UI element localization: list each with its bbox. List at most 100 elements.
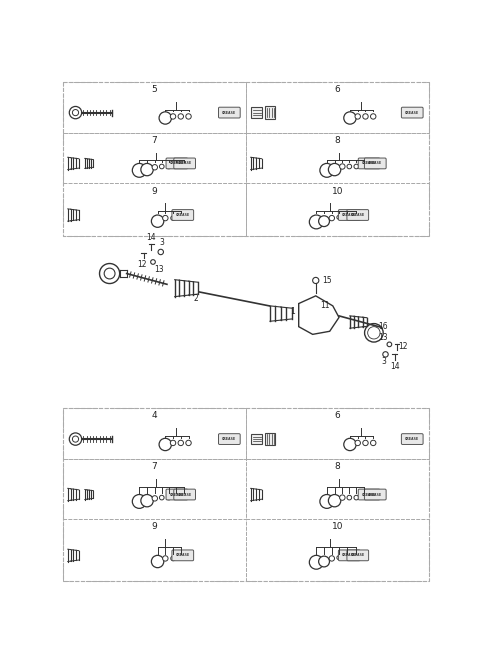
Circle shape [151, 260, 156, 264]
Text: 10: 10 [332, 522, 343, 531]
Bar [63, 408, 246, 459]
Circle shape [163, 215, 168, 221]
Circle shape [178, 113, 183, 119]
Circle shape [309, 556, 324, 569]
Text: GREASE: GREASE [176, 554, 190, 558]
Circle shape [151, 215, 164, 228]
Text: 3: 3 [382, 357, 386, 365]
Text: GREASE: GREASE [178, 161, 192, 165]
Bar [63, 82, 246, 133]
Circle shape [309, 215, 324, 229]
FancyBboxPatch shape [364, 489, 386, 500]
Text: 3: 3 [160, 237, 165, 247]
Bar [63, 408, 429, 581]
Circle shape [186, 440, 191, 445]
Circle shape [319, 556, 329, 567]
Circle shape [344, 112, 356, 124]
Bar [246, 184, 429, 236]
Bar [63, 459, 246, 519]
Circle shape [141, 163, 153, 176]
FancyBboxPatch shape [364, 158, 386, 169]
Circle shape [99, 264, 120, 283]
Circle shape [72, 110, 79, 115]
FancyBboxPatch shape [358, 158, 380, 169]
FancyBboxPatch shape [338, 210, 360, 220]
Text: 8: 8 [335, 462, 340, 471]
Text: 1: 1 [290, 307, 295, 316]
Bar [265, 433, 275, 445]
Circle shape [320, 495, 334, 508]
Text: GREASE: GREASE [405, 111, 420, 115]
Text: 13: 13 [155, 265, 164, 274]
Text: 4: 4 [152, 411, 157, 420]
Circle shape [159, 495, 164, 500]
Circle shape [340, 495, 345, 501]
FancyBboxPatch shape [218, 107, 240, 118]
Text: GREASE: GREASE [362, 493, 376, 497]
FancyBboxPatch shape [358, 489, 380, 500]
Text: GREASE: GREASE [368, 493, 383, 497]
Circle shape [159, 438, 171, 451]
FancyBboxPatch shape [174, 158, 195, 169]
Circle shape [371, 440, 376, 445]
FancyBboxPatch shape [401, 107, 423, 118]
Circle shape [132, 495, 146, 508]
FancyBboxPatch shape [172, 210, 193, 220]
Bar [246, 133, 429, 184]
Text: 8: 8 [335, 136, 340, 145]
Text: GREASE: GREASE [342, 554, 356, 558]
Bar [252, 434, 262, 445]
Circle shape [171, 216, 175, 220]
Text: 10: 10 [332, 187, 343, 195]
Text: GREASE: GREASE [351, 554, 365, 558]
Circle shape [340, 164, 345, 169]
Text: 13: 13 [378, 333, 388, 342]
Text: GREASE: GREASE [222, 111, 237, 115]
Bar [63, 82, 429, 236]
FancyBboxPatch shape [347, 550, 369, 561]
Circle shape [383, 352, 388, 357]
Circle shape [337, 215, 341, 219]
Circle shape [368, 327, 380, 339]
Circle shape [167, 164, 171, 169]
Text: 5: 5 [152, 85, 157, 94]
Text: 7: 7 [152, 136, 157, 145]
Text: GREASE: GREASE [362, 161, 376, 165]
Bar [246, 82, 429, 133]
Circle shape [347, 164, 352, 169]
FancyBboxPatch shape [166, 158, 188, 169]
Text: 14: 14 [390, 362, 400, 371]
Circle shape [69, 106, 82, 119]
Text: 7: 7 [152, 462, 157, 471]
Text: GREASE: GREASE [170, 493, 184, 497]
Circle shape [344, 438, 356, 451]
Circle shape [151, 556, 164, 567]
Bar [246, 459, 429, 519]
Circle shape [328, 163, 341, 176]
Circle shape [365, 323, 383, 342]
Text: GREASE: GREASE [170, 161, 184, 165]
Circle shape [186, 113, 191, 119]
FancyBboxPatch shape [347, 210, 369, 220]
Circle shape [159, 112, 171, 124]
Text: GREASE: GREASE [368, 161, 383, 165]
Text: 9: 9 [152, 187, 157, 195]
Circle shape [178, 440, 183, 445]
Text: 12: 12 [137, 260, 147, 270]
Circle shape [355, 440, 360, 445]
Circle shape [371, 113, 376, 119]
Circle shape [387, 342, 392, 346]
Circle shape [329, 215, 335, 221]
Text: GREASE: GREASE [405, 437, 420, 441]
Circle shape [159, 164, 164, 169]
Text: GREASE: GREASE [176, 213, 190, 217]
FancyBboxPatch shape [172, 550, 193, 561]
Circle shape [69, 433, 82, 445]
Circle shape [337, 556, 341, 560]
FancyBboxPatch shape [218, 434, 240, 445]
Text: 11: 11 [320, 301, 330, 310]
Text: GREASE: GREASE [178, 493, 192, 497]
Circle shape [355, 113, 360, 119]
Circle shape [171, 556, 175, 561]
Circle shape [328, 495, 341, 507]
